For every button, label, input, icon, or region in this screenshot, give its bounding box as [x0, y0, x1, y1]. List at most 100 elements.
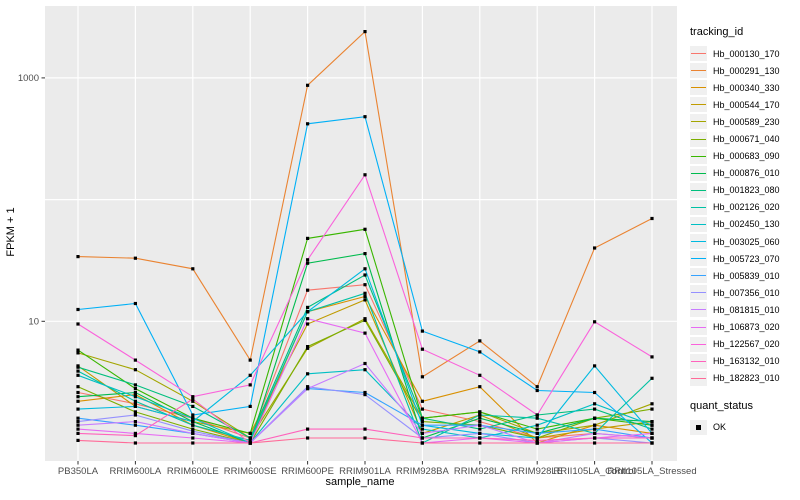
legend-entry-Hb_000683_090: Hb_000683_090 — [690, 148, 798, 165]
data-point — [76, 395, 80, 399]
data-point — [76, 322, 80, 326]
data-point — [420, 329, 424, 333]
quant-ok-key-icon — [690, 419, 707, 435]
data-point — [133, 387, 137, 391]
data-point — [363, 436, 367, 440]
data-point — [248, 383, 252, 387]
legend-key-line-icon — [690, 251, 707, 267]
data-point — [306, 385, 310, 389]
data-point — [76, 390, 80, 395]
data-point — [191, 436, 195, 440]
legend-key-line-icon — [690, 114, 707, 130]
data-point — [76, 385, 80, 389]
data-point — [248, 358, 252, 362]
data-point — [593, 390, 597, 395]
legend-key-line-icon — [690, 268, 707, 284]
data-point — [650, 431, 654, 435]
data-point — [133, 423, 137, 427]
data-point — [420, 441, 424, 445]
data-point — [593, 427, 597, 431]
data-point — [363, 30, 367, 34]
data-point — [478, 410, 482, 414]
data-point — [76, 365, 80, 369]
legend-entry-Hb_122567_020: Hb_122567_020 — [690, 336, 798, 353]
data-point — [306, 305, 310, 309]
data-point — [133, 393, 137, 397]
data-point — [535, 385, 539, 389]
data-point — [306, 122, 310, 126]
data-point — [478, 436, 482, 440]
data-point — [306, 322, 310, 326]
legend-entry-label: Hb_106873_020 — [713, 322, 780, 333]
data-point — [306, 288, 310, 292]
legend-entry-Hb_005839_010: Hb_005839_010 — [690, 267, 798, 284]
legend-entry-Hb_000544_170: Hb_000544_170 — [690, 96, 798, 113]
data-point — [306, 83, 310, 87]
legend-entry-Hb_000589_230: Hb_000589_230 — [690, 113, 798, 130]
data-point — [306, 427, 310, 431]
data-point — [306, 372, 310, 376]
legend-key-line-icon — [690, 285, 707, 301]
data-point — [76, 407, 80, 411]
data-point — [420, 436, 424, 440]
legend-entry-label: Hb_000589_230 — [713, 116, 780, 127]
data-point — [478, 339, 482, 343]
data-point — [593, 441, 597, 445]
x-tick-label: RRIM600LE — [167, 466, 219, 477]
data-point — [420, 375, 424, 379]
data-point — [76, 423, 80, 427]
data-point — [133, 441, 137, 445]
data-point — [650, 402, 654, 406]
data-point — [363, 267, 367, 271]
data-point — [420, 399, 424, 403]
legend-key-line-icon — [690, 131, 707, 147]
data-point — [363, 361, 367, 366]
data-point — [76, 420, 80, 424]
legend-entry-Hb_000291_130: Hb_000291_130 — [690, 62, 798, 79]
data-point — [650, 407, 654, 411]
legend-entry-label: Hb_000130_170 — [713, 48, 780, 59]
legend-key-line-icon — [690, 370, 707, 386]
data-point — [191, 427, 195, 431]
legend-key-line-icon — [690, 336, 707, 352]
data-point — [478, 441, 482, 445]
x-tick-label: RRIM928LE — [511, 466, 563, 477]
data-point — [76, 348, 80, 352]
legend-key-line-icon — [690, 63, 707, 79]
data-point — [191, 413, 195, 417]
data-point — [593, 364, 597, 368]
data-point — [363, 368, 367, 372]
data-point — [535, 416, 539, 420]
data-point — [191, 416, 195, 420]
data-point — [363, 283, 367, 287]
legend-entry-label: Hb_002450_130 — [713, 219, 780, 230]
data-point — [363, 115, 367, 119]
legend-entry-label: Hb_007356_010 — [713, 287, 780, 298]
data-point — [76, 351, 80, 355]
data-point — [248, 373, 252, 377]
legend-key-line-icon — [690, 353, 707, 369]
data-point — [76, 438, 80, 442]
x-tick-label: RRII105LA_Control — [553, 466, 635, 477]
data-point — [420, 416, 424, 420]
legend-entry-label: Hb_182823_010 — [713, 373, 780, 384]
data-point — [76, 255, 80, 259]
data-point — [363, 294, 367, 299]
data-point — [420, 427, 424, 431]
data-point — [133, 301, 137, 306]
data-point — [593, 402, 597, 406]
legend-title-quant-status: quant_status — [690, 399, 753, 412]
x-tick-label: RRIM600PE — [281, 466, 334, 477]
data-point — [535, 431, 539, 435]
data-point — [593, 436, 597, 440]
data-point — [593, 416, 597, 420]
data-point — [420, 431, 424, 435]
data-point — [535, 388, 539, 393]
y-tick-label: 1000 — [18, 73, 39, 84]
legend-key-line-icon — [690, 97, 707, 113]
data-point — [191, 267, 195, 271]
legend-title-tracking-id: tracking_id — [690, 26, 744, 38]
data-point — [306, 261, 310, 265]
data-point — [420, 347, 424, 351]
legend-entry-Hb_106873_020: Hb_106873_020 — [690, 319, 798, 336]
